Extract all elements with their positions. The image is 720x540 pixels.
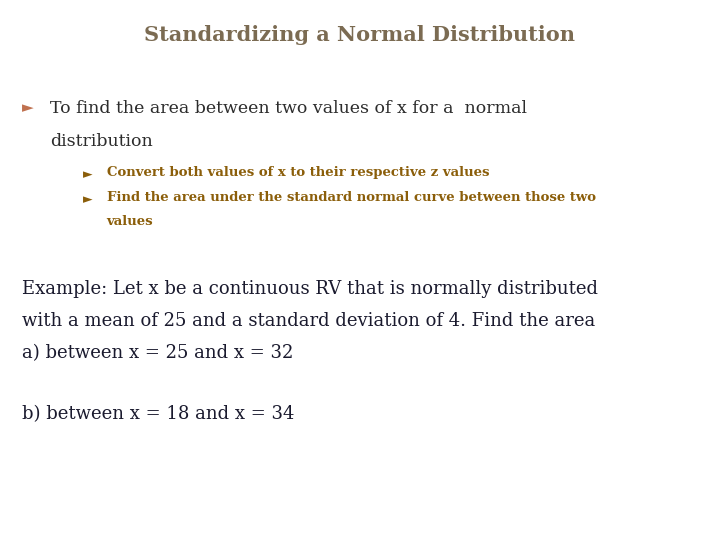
Text: Example: Let x be a continuous RV that is normally distributed: Example: Let x be a continuous RV that i… [22,280,598,298]
Text: ►: ► [22,100,33,115]
Text: ►: ► [83,168,92,181]
Text: values: values [107,215,153,228]
Text: with a mean of 25 and a standard deviation of 4. Find the area: with a mean of 25 and a standard deviati… [22,312,595,330]
Text: Standardizing a Normal Distribution: Standardizing a Normal Distribution [145,25,575,45]
Text: Convert both values of x to their respective z values: Convert both values of x to their respec… [107,166,489,179]
Text: distribution: distribution [50,133,153,150]
Text: ►: ► [83,193,92,206]
Text: b) between x = 18 and x = 34: b) between x = 18 and x = 34 [22,405,294,423]
Text: Find the area under the standard normal curve between those two: Find the area under the standard normal … [107,191,595,204]
Text: 27: 27 [12,63,31,77]
Text: To find the area between two values of x for a  normal: To find the area between two values of x… [50,100,527,117]
Text: a) between x = 25 and x = 32: a) between x = 25 and x = 32 [22,344,293,362]
